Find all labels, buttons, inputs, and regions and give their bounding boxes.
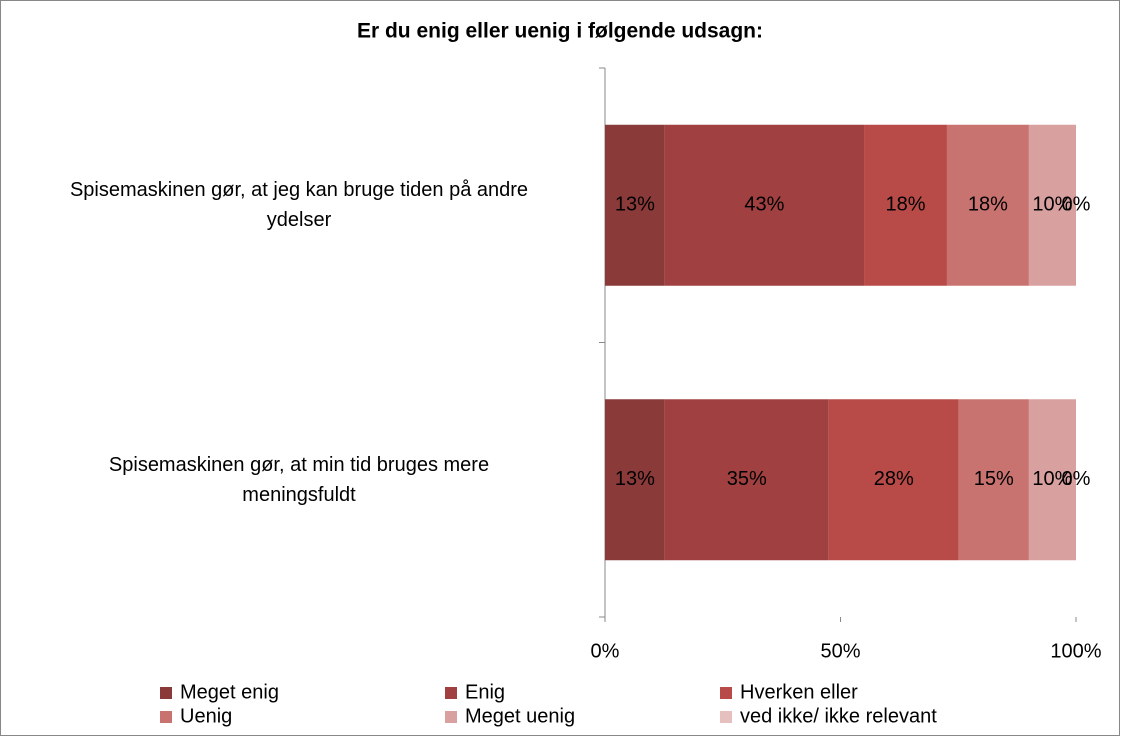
bar-segment xyxy=(605,124,665,286)
data-label: 15% xyxy=(974,468,1014,490)
bar-segment xyxy=(828,399,959,561)
category-label: Spisemaskinen gør, at min tid bruges mer… xyxy=(108,453,490,506)
bar-segment xyxy=(864,124,947,286)
legend-label: ved ikke/ ikke relevant xyxy=(740,705,937,727)
data-label: 0% xyxy=(1062,468,1091,490)
legend-label: Enig xyxy=(465,681,505,703)
x-tick-label: 100% xyxy=(1050,640,1101,662)
data-label: 13% xyxy=(615,468,655,490)
bar-segment xyxy=(946,124,1029,286)
category-label: Spisemaskinen gør, at jeg kan bruge tide… xyxy=(69,179,529,232)
bar-segment xyxy=(958,399,1029,561)
data-label: 13% xyxy=(615,194,655,216)
bar-segment xyxy=(1028,399,1076,561)
x-tick-label: 50% xyxy=(820,640,860,662)
data-label: 0% xyxy=(1062,194,1091,216)
data-label: 10% xyxy=(1032,194,1072,216)
chart-title: Er du enig eller uenig i følgende udsagn… xyxy=(357,20,763,43)
data-label: 10% xyxy=(1032,468,1072,490)
legend-swatch xyxy=(720,687,732,699)
legend-label: Uenig xyxy=(180,705,232,727)
data-label: 35% xyxy=(727,468,767,490)
bar-segment xyxy=(664,399,829,561)
data-label: 18% xyxy=(885,194,925,216)
bar-segment xyxy=(664,124,865,286)
legend-swatch xyxy=(445,711,457,723)
legend-swatch xyxy=(720,711,732,723)
data-label: 43% xyxy=(744,194,784,216)
legend-label: Meget enig xyxy=(180,681,279,703)
legend-swatch xyxy=(160,687,172,699)
data-label: 28% xyxy=(874,468,914,490)
bar-segment xyxy=(1028,124,1076,286)
legend-label: Hverken eller xyxy=(740,681,858,703)
legend-swatch xyxy=(445,687,457,699)
bar-segment xyxy=(605,399,665,561)
legend-swatch xyxy=(160,711,172,723)
legend-label: Meget uenig xyxy=(465,705,575,727)
x-tick-label: 0% xyxy=(591,640,620,662)
data-label: 18% xyxy=(968,194,1008,216)
